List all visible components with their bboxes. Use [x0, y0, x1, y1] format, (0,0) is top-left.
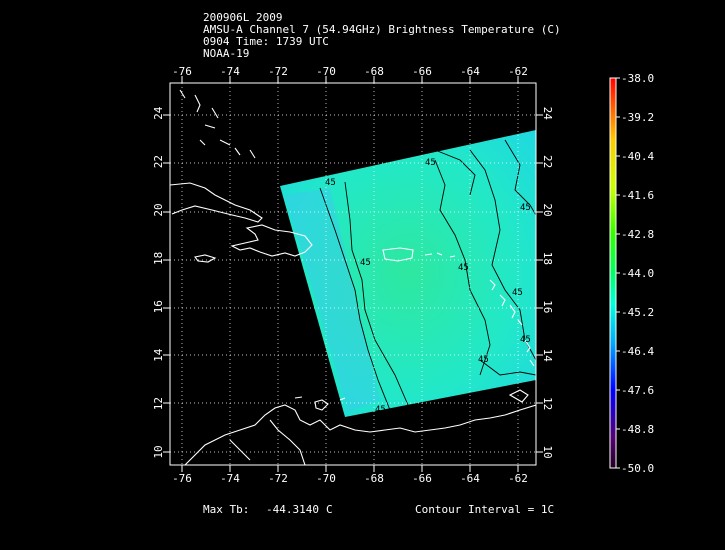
contour-label: 45	[520, 335, 531, 345]
colorbar-label: -50.0	[621, 462, 654, 475]
colorbar-label: -45.2	[621, 306, 654, 319]
lat-tick-label: 16	[152, 300, 165, 313]
lon-tick-label: -66	[412, 65, 432, 78]
lon-labels-top: -76 -74 -72 -70 -68 -66 -64 -62	[172, 65, 528, 78]
lon-tick-label: -64	[460, 472, 480, 485]
lat-tick-label: 10	[152, 445, 165, 458]
lon-tick-label: -68	[364, 65, 384, 78]
colorbar-label: -47.6	[621, 384, 654, 397]
max-tb-unit: C	[326, 503, 333, 516]
lon-tick-label: -62	[508, 472, 528, 485]
lat-tick-label: 22	[152, 155, 165, 168]
contour-label: 45	[425, 158, 436, 168]
contour-label: 45	[520, 203, 531, 213]
header-time: 0904 Time: 1739 UTC	[203, 35, 329, 48]
lat-tick-label: 22	[541, 155, 554, 168]
lon-tick-label: -70	[316, 65, 336, 78]
colorbar	[609, 77, 617, 469]
lon-tick-label: -76	[172, 65, 192, 78]
lat-tick-label: 14	[152, 348, 165, 362]
colorbar-ticks: -38.0 -39.2 -40.4 -41.6 -42.8 -44.0 -45.2 -46.4…	[616, 72, 654, 475]
plot-frame	[169, 82, 537, 466]
lat-tick-label: 16	[541, 300, 554, 313]
colorbar-label: -41.6	[621, 189, 654, 202]
colorbar-label: -38.0	[621, 72, 654, 85]
lat-tick-label: 18	[541, 252, 554, 265]
contour-label: 45	[458, 263, 469, 273]
max-tb-value: -44.3140	[266, 503, 319, 516]
lon-tick-label: -74	[220, 65, 240, 78]
colorbar-label: -48.8	[621, 423, 654, 436]
contour-label-group: 45 45 45 45 45 45 45 45 45	[325, 158, 531, 415]
header-channel: AMSU-A Channel 7 (54.94GHz) Brightness T…	[203, 23, 561, 36]
lon-tick-label: -76	[172, 472, 192, 485]
max-tb-label: Max Tb:	[203, 503, 250, 516]
lat-labels-right: 10 12 14 16 18 20 22 24	[541, 107, 554, 459]
lon-tick-label: -70	[316, 472, 336, 485]
axis-ticks	[163, 76, 543, 472]
lon-tick-label: -68	[364, 472, 384, 485]
lat-tick-label: 12	[541, 397, 554, 410]
lon-tick-label: -66	[412, 472, 432, 485]
colorbar-label: -46.4	[621, 345, 654, 358]
contour-label: 45	[375, 405, 386, 415]
contour-interval: Contour Interval = 1C	[415, 503, 555, 516]
lon-labels-bottom: -76 -74 -72 -70 -68 -66 -64 -62	[172, 472, 528, 485]
colorbar-label: -42.8	[621, 228, 654, 241]
lat-tick-label: 12	[152, 397, 165, 410]
coastlines	[170, 89, 536, 465]
contour-label: 45	[478, 355, 489, 365]
contour-lines	[319, 139, 536, 411]
contour-label: 45	[512, 288, 523, 298]
colorbar-label: -39.2	[621, 111, 654, 124]
lon-tick-label: -72	[268, 65, 288, 78]
colorbar-label: -44.0	[621, 267, 654, 280]
lon-tick-label: -64	[460, 65, 480, 78]
swath-cold-band	[285, 188, 380, 412]
contour-label: 45	[360, 258, 371, 268]
graticule	[170, 83, 536, 465]
lat-tick-label: 10	[541, 445, 554, 458]
lat-tick-label: 24	[152, 106, 165, 120]
lat-tick-label: 24	[541, 107, 554, 121]
lat-tick-label: 20	[541, 203, 554, 216]
header-product: 200906L 2009	[203, 11, 283, 24]
header-satellite: NOAA-19	[203, 47, 250, 60]
lon-tick-label: -72	[268, 472, 288, 485]
colorbar-label: -40.4	[621, 150, 654, 163]
lat-labels-left: 10 12 14 16 18 20 22 24	[152, 106, 165, 458]
lon-tick-label: -74	[220, 472, 240, 485]
swath-polygon	[280, 130, 536, 417]
lat-tick-label: 14	[541, 349, 554, 363]
contour-label: 45	[325, 178, 336, 188]
lon-tick-label: -62	[508, 65, 528, 78]
lat-tick-label: 20	[152, 203, 165, 216]
lat-tick-label: 18	[152, 252, 165, 265]
